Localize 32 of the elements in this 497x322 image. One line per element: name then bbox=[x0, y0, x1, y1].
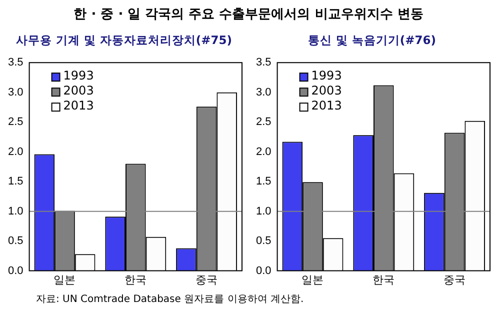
y-tick-label: 2.0 bbox=[8, 146, 24, 158]
legend-label: 1993 bbox=[311, 68, 342, 83]
x-tick-label: 일본 bbox=[54, 274, 76, 286]
chart-subtitle: 사무용 기계 및 자동자료처리장치(#75) bbox=[14, 32, 234, 49]
legend-label: 1993 bbox=[63, 68, 94, 83]
text: 자료: UN Comtrade Database 원자료를 이용하여 계산함. bbox=[36, 293, 304, 306]
chart-subtitle: 통신 및 녹음기기(#76) bbox=[306, 32, 438, 49]
y-tick-label: 1.0 bbox=[8, 205, 24, 218]
x-tick-label: 일본 bbox=[302, 274, 324, 286]
y-tick-label: 1.5 bbox=[256, 176, 272, 188]
x-tick-label: 한국 bbox=[372, 274, 395, 286]
y-tick-label: 1.5 bbox=[8, 176, 24, 188]
y-tick-label: 2.5 bbox=[256, 116, 272, 128]
legend-label: 2003 bbox=[63, 84, 94, 98]
legend-label: 2013 bbox=[63, 98, 94, 113]
y-tick-label: 3.5 bbox=[256, 56, 272, 69]
chart-title: 한 · 중 · 일 각국의 주요 수출부문에서의 비교우위지수 변동 bbox=[72, 6, 424, 23]
legend-label: 2013 bbox=[311, 98, 342, 113]
y-tick-label: 0.0 bbox=[8, 264, 24, 277]
y-tick-label: 3.5 bbox=[8, 56, 24, 69]
x-tick-label: 중국 bbox=[444, 274, 466, 286]
x-tick-label: 한국 bbox=[124, 274, 147, 286]
y-tick-label: 1.0 bbox=[256, 205, 272, 218]
y-tick-label: 3.0 bbox=[8, 86, 24, 98]
y-tick-label: 3.0 bbox=[256, 86, 272, 98]
y-tick-label: 2.0 bbox=[256, 146, 272, 158]
legend-label: 2003 bbox=[311, 84, 342, 98]
y-tick-label: 0.5 bbox=[8, 235, 24, 248]
y-tick-label: 2.5 bbox=[8, 116, 24, 128]
y-tick-label: 0.0 bbox=[256, 264, 272, 277]
x-tick-label: 중국 bbox=[196, 274, 218, 286]
y-tick-label: 0.5 bbox=[256, 235, 272, 248]
